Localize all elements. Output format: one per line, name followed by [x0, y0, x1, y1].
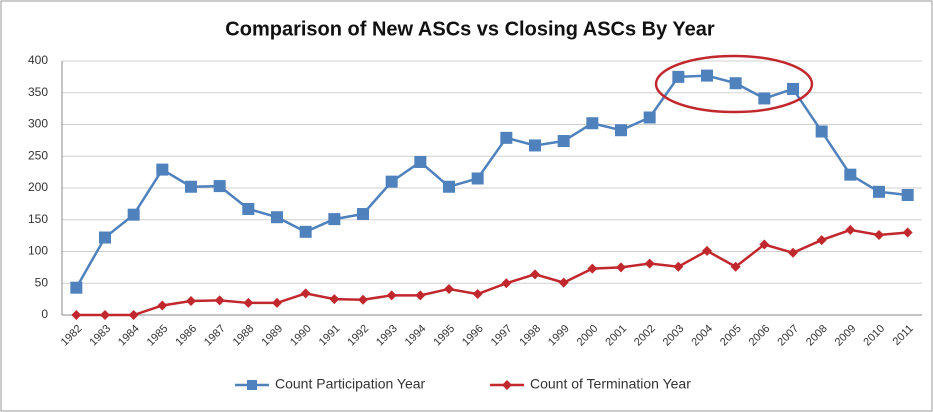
y-tick-label: 350 — [28, 85, 48, 99]
marker — [701, 69, 713, 82]
marker — [615, 124, 627, 137]
marker — [901, 188, 914, 201]
y-tick-label: 200 — [28, 180, 48, 194]
marker — [759, 239, 770, 250]
marker — [787, 82, 799, 95]
grid — [61, 60, 922, 316]
marker — [844, 168, 857, 181]
marker — [128, 310, 139, 320]
marker — [414, 155, 427, 168]
marker — [127, 208, 140, 221]
y-tick-label: 300 — [28, 117, 48, 131]
marker — [214, 295, 225, 306]
marker — [70, 281, 83, 294]
marker — [272, 297, 282, 308]
marker — [729, 77, 742, 90]
y-tick-label: 50 — [35, 275, 49, 289]
marker — [702, 245, 712, 256]
marker — [557, 135, 570, 148]
marker — [587, 263, 598, 274]
marker — [443, 180, 455, 193]
marker — [243, 297, 254, 308]
legend-label: Count of Termination Year — [530, 376, 691, 392]
marker — [643, 111, 656, 124]
marker — [99, 231, 111, 244]
marker — [71, 310, 82, 320]
marker — [530, 269, 540, 280]
marker — [100, 310, 110, 320]
marker — [472, 289, 483, 300]
marker — [357, 208, 369, 221]
marker — [644, 258, 655, 269]
marker — [157, 300, 168, 311]
marker — [156, 163, 169, 176]
marker — [672, 70, 685, 83]
marker — [586, 117, 599, 130]
marker — [299, 225, 312, 238]
marker — [616, 262, 626, 273]
marker — [271, 211, 283, 224]
marker — [501, 278, 512, 289]
legend-marker — [502, 380, 512, 390]
marker — [242, 202, 255, 215]
marker — [845, 224, 856, 235]
marker — [816, 235, 827, 246]
marker — [385, 175, 398, 188]
marker — [185, 180, 197, 193]
marker — [186, 296, 196, 307]
legend-marker — [247, 380, 257, 390]
y-tick-label: 250 — [28, 148, 48, 162]
marker — [415, 290, 426, 301]
legend-label: Count Participation Year — [275, 376, 426, 392]
y-tick-label: 400 — [28, 53, 48, 67]
marker — [358, 294, 368, 305]
marker — [874, 229, 884, 240]
plot — [70, 69, 914, 320]
marker — [328, 213, 341, 226]
marker — [730, 261, 741, 272]
chart-title: Comparison of New ASCs vs Closing ASCs B… — [225, 18, 715, 40]
marker — [758, 92, 771, 105]
marker — [500, 131, 513, 144]
marker — [788, 247, 798, 258]
marker — [815, 125, 828, 138]
marker — [386, 290, 397, 301]
marker — [673, 261, 684, 272]
marker — [558, 277, 569, 288]
marker — [300, 288, 311, 299]
marker — [444, 283, 454, 294]
marker — [529, 139, 541, 152]
y-tick-label: 100 — [28, 244, 48, 258]
marker — [329, 294, 340, 305]
highlight-ellipse — [654, 54, 814, 114]
y-tick-label: 150 — [28, 212, 48, 226]
marker — [902, 227, 913, 238]
marker — [873, 185, 885, 198]
marker — [471, 172, 484, 185]
marker — [213, 180, 226, 193]
y-tick-label: 0 — [41, 307, 48, 321]
